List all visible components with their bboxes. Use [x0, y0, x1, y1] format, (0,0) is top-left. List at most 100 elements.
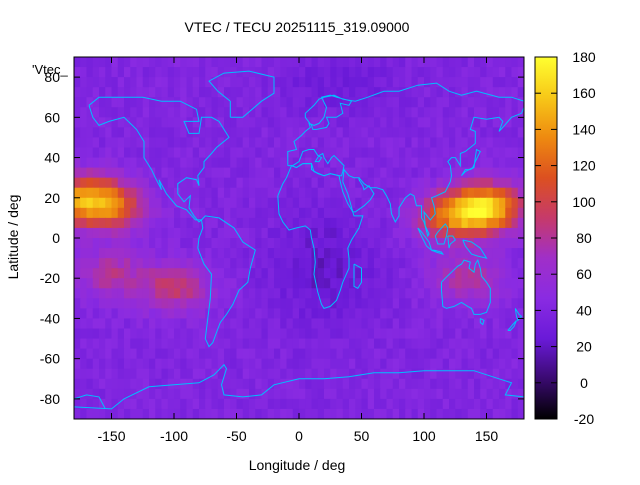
heatmap-cell: [336, 227, 344, 239]
heatmap-cell: [192, 147, 200, 159]
heatmap-cell: [380, 398, 388, 410]
heatmap-cell: [486, 398, 494, 410]
heatmap-cell: [286, 238, 294, 249]
heatmap-cell: [305, 107, 313, 118]
heatmap-cell: [380, 77, 388, 88]
coastline-path: [358, 107, 524, 238]
heatmap-cell: [149, 388, 156, 400]
heatmap-cell: [192, 167, 200, 179]
heatmap-cell: [274, 227, 281, 239]
heatmap-cell: [442, 117, 450, 128]
heatmap-cell: [124, 248, 131, 259]
heatmap-cell: [311, 67, 319, 78]
heatmap-cell: [111, 368, 119, 380]
heatmap-cell: [174, 157, 181, 169]
heatmap-cell: [74, 338, 81, 350]
colorbar-tick-label: 100: [572, 194, 596, 210]
heatmap-cell: [205, 177, 213, 189]
heatmap-cell: [461, 378, 469, 390]
heatmap-cell: [167, 308, 175, 320]
heatmap-cell: [505, 157, 513, 169]
heatmap-cell: [180, 248, 188, 259]
heatmap-cell: [111, 328, 119, 340]
heatmap-cell: [236, 268, 244, 279]
heatmap-cell: [280, 97, 288, 108]
heatmap-cell: [430, 318, 438, 330]
heatmap-cell: [330, 398, 338, 410]
heatmap-cell: [205, 398, 213, 410]
coastline-path: [507, 320, 517, 331]
heatmap-cell: [367, 378, 375, 390]
heatmap-cell: [492, 77, 500, 88]
heatmap-cell: [99, 177, 106, 189]
heatmap-cell: [505, 87, 513, 98]
heatmap-cell: [311, 308, 319, 320]
heatmap-cell: [224, 378, 231, 390]
heatmap-cell: [205, 358, 213, 370]
heatmap-cell: [230, 167, 238, 179]
heatmap-cell: [124, 77, 131, 88]
heatmap-cell: [261, 318, 269, 330]
coastline-path: [479, 317, 485, 326]
heatmap-cell: [299, 177, 306, 189]
heatmap-cell: [430, 338, 438, 350]
y-tick-label: -20: [40, 270, 60, 286]
heatmap-cell: [111, 268, 119, 279]
heatmap-cell: [374, 338, 381, 350]
heatmap-cell: [467, 167, 475, 179]
heatmap-cell: [174, 398, 181, 410]
heatmap-cell: [186, 338, 194, 350]
heatmap-cell: [280, 388, 288, 400]
heatmap-cell: [224, 147, 231, 159]
heatmap-cell: [267, 177, 275, 189]
heatmap-cell: [467, 177, 475, 189]
heatmap-cell: [374, 137, 381, 149]
heatmap-cell: [361, 248, 369, 259]
heatmap-cell: [505, 318, 513, 330]
heatmap-cell: [286, 278, 294, 289]
heatmap-cell: [199, 328, 206, 340]
heatmap-cell: [342, 197, 350, 209]
heatmap-cell: [199, 117, 206, 128]
heatmap-cell: [155, 67, 163, 78]
heatmap-cell: [230, 328, 238, 340]
heatmap-cell: [442, 197, 450, 209]
heatmap-cell: [342, 137, 350, 149]
heatmap-cell: [386, 57, 394, 68]
heatmap-cell: [505, 398, 513, 410]
heatmap-cell: [480, 318, 488, 330]
heatmap-cell: [430, 127, 438, 139]
heatmap-cell: [336, 177, 344, 189]
heatmap-cell: [174, 177, 181, 189]
heatmap-cell: [80, 77, 88, 88]
heatmap-cell: [92, 187, 100, 199]
heatmap-cell: [511, 328, 519, 340]
heatmap-cell: [480, 398, 488, 410]
heatmap-cell: [211, 318, 219, 330]
heatmap-cell: [411, 258, 419, 269]
heatmap-cell: [299, 258, 306, 269]
heatmap-cell: [517, 187, 524, 199]
heatmap-cell: [467, 127, 475, 139]
heatmap-cell: [261, 408, 269, 419]
heatmap-cell: [392, 207, 400, 219]
heatmap-cell: [461, 187, 469, 199]
heatmap-cell: [161, 318, 169, 330]
heatmap-cell: [286, 187, 294, 199]
heatmap-cell: [261, 278, 269, 289]
heatmap-cell: [461, 268, 469, 279]
heatmap-cell: [455, 87, 463, 98]
heatmap-cell: [99, 127, 106, 139]
heatmap-cell: [117, 348, 125, 360]
heatmap-cell: [124, 378, 131, 390]
heatmap-cell: [74, 107, 81, 118]
heatmap-cell: [267, 197, 275, 209]
heatmap-cell: [305, 217, 313, 229]
heatmap-cell: [142, 368, 150, 380]
heatmap-cell: [386, 408, 394, 419]
heatmap-cell: [180, 77, 188, 88]
heatmap-cell: [336, 348, 344, 360]
heatmap-cell: [167, 238, 175, 249]
heatmap-cell: [374, 77, 381, 88]
heatmap-cell: [199, 348, 206, 360]
